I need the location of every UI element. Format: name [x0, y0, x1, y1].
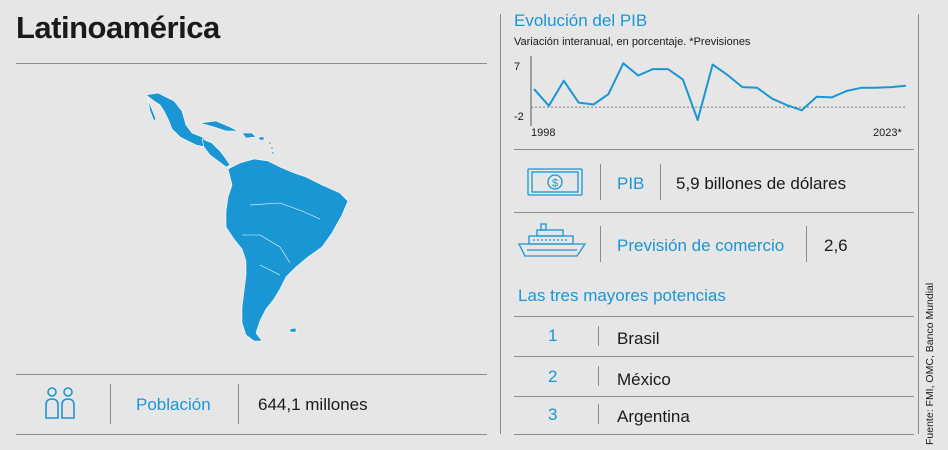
powers-divider-4 — [514, 434, 914, 435]
powers-divider-2 — [514, 356, 914, 357]
pib-value-divider — [660, 164, 661, 200]
powers-divider-3 — [514, 396, 914, 397]
power-row-divider-2 — [598, 366, 599, 386]
column-divider — [500, 14, 501, 434]
power-name-3: Argentina — [617, 407, 690, 426]
trade-value: 2,6 — [824, 236, 848, 255]
powers-divider-1 — [514, 316, 914, 317]
gdp-chart-title: Evolución del PIB — [514, 11, 648, 30]
y-tick-top: 7 — [514, 61, 521, 73]
power-row-divider-1 — [598, 326, 599, 346]
gdp-line-chart — [530, 56, 907, 126]
pib-label: PIB — [617, 174, 645, 193]
latin-america-map — [145, 92, 349, 342]
money-bill-icon: $ — [527, 168, 583, 196]
pib-bottom-divider — [514, 212, 914, 213]
gdp-series-line — [533, 62, 907, 121]
trade-divider — [600, 226, 601, 262]
title-divider — [16, 63, 487, 64]
x-label-end: 2023* — [873, 127, 902, 139]
power-rank-2: 2 — [548, 367, 558, 386]
population-divider — [110, 384, 111, 424]
ship-icon — [517, 223, 587, 257]
trade-value-divider — [806, 226, 807, 262]
pib-divider — [600, 164, 601, 200]
trade-label: Previsión de comercio — [617, 236, 785, 255]
source-note: Fuente: FMI, OMC, Banco Mundial — [924, 282, 936, 445]
population-label: Población — [136, 395, 211, 414]
x-label-start: 1998 — [531, 127, 556, 139]
population-value-divider — [238, 384, 239, 424]
people-icon — [45, 387, 75, 419]
page-title: Latinoamérica — [16, 10, 220, 45]
population-value: 644,1 millones — [258, 395, 368, 414]
powers-title: Las tres mayores potencias — [518, 286, 726, 305]
power-rank-3: 3 — [548, 405, 558, 424]
population-top-divider — [16, 374, 487, 375]
population-bottom-divider — [16, 434, 487, 435]
power-name-1: Brasil — [617, 329, 660, 348]
pib-value: 5,9 billones de dólares — [676, 174, 847, 193]
power-rank-1: 1 — [548, 326, 558, 345]
power-row-divider-3 — [598, 404, 599, 424]
source-divider — [918, 14, 919, 434]
gdp-chart-subtitle: Variación interanual, en porcentaje. *Pr… — [514, 36, 751, 48]
y-tick-bottom: -2 — [514, 111, 524, 123]
chart-divider — [514, 149, 914, 150]
svg-text:$: $ — [552, 178, 558, 190]
power-name-2: México — [617, 370, 671, 389]
